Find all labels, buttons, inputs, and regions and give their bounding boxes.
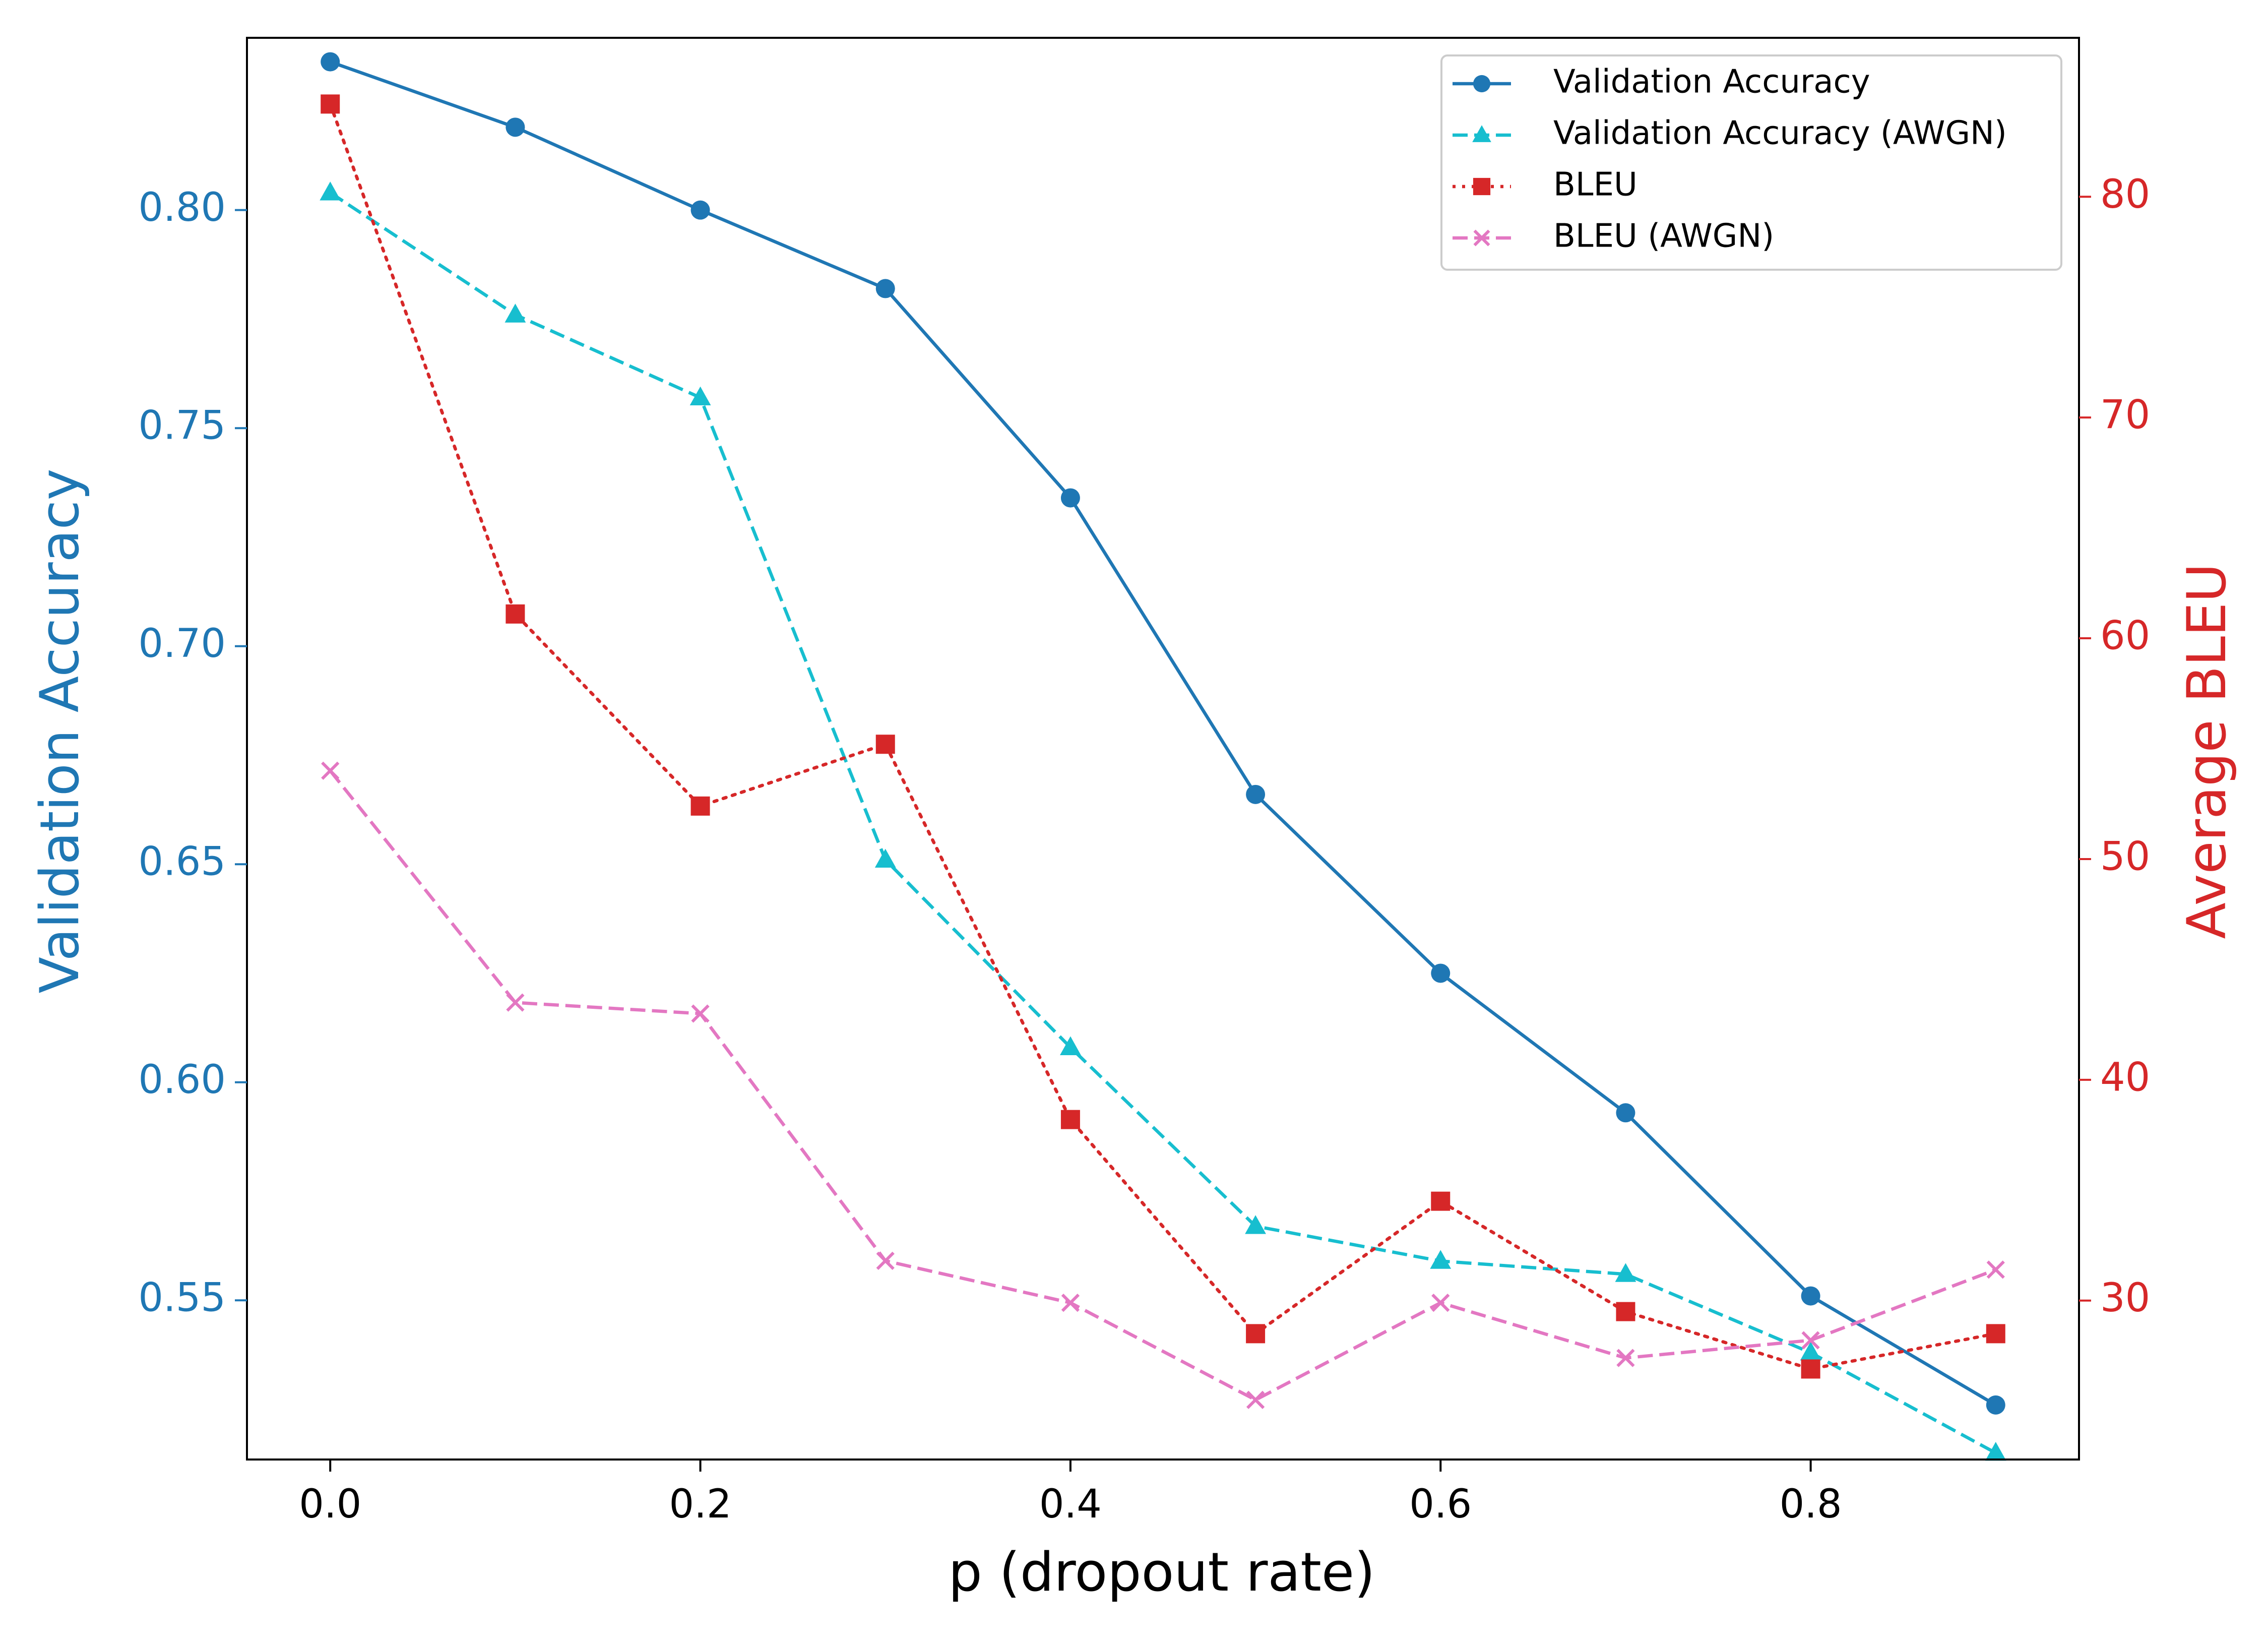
data-point: [1431, 1293, 1450, 1312]
left-y-tick-label: 0.75: [138, 403, 226, 449]
left-y-axis-label: Validation Accuracy: [29, 468, 91, 993]
x-tick-label: 0.6: [1409, 1482, 1472, 1527]
right-y-axis-label: Average BLEU: [2176, 563, 2238, 939]
data-point: [876, 1251, 895, 1270]
series-layer: [320, 52, 2006, 1461]
series-0: [321, 52, 2005, 1415]
data-point: [1245, 1215, 1266, 1234]
legend-marker: [1473, 177, 1491, 196]
legend-label: Validation Accuracy (AWGN): [1553, 115, 2007, 152]
right-y-tick-label: 30: [2100, 1275, 2150, 1321]
right-y-tick-label: 60: [2100, 614, 2150, 659]
data-point: [321, 761, 340, 780]
data-point: [1986, 1395, 2005, 1415]
data-point: [506, 604, 525, 624]
data-point: [1060, 488, 1080, 508]
data-point: [1060, 1110, 1080, 1129]
data-point: [1060, 1036, 1081, 1055]
data-point: [505, 303, 526, 323]
data-point: [1616, 1302, 1635, 1321]
left-y-tick-label: 0.60: [138, 1057, 226, 1103]
data-point: [506, 993, 525, 1012]
series-2: [321, 94, 2005, 1379]
data-point: [689, 386, 711, 406]
data-point: [690, 200, 710, 220]
data-point: [1246, 1390, 1265, 1409]
series-1: [320, 181, 2006, 1461]
left-y-tick-label: 0.55: [138, 1275, 226, 1321]
data-point: [320, 181, 341, 201]
legend: Validation Accuracy Validation Accuracy (…: [1440, 54, 2062, 271]
series-line: [330, 60, 1997, 1407]
plot-frame: [246, 37, 2080, 1461]
data-point: [1801, 1286, 1820, 1306]
x-tick-label: 0.2: [669, 1482, 732, 1527]
series-line: [329, 191, 1997, 1454]
series-3: [321, 761, 2005, 1409]
legend-label: Validation Accuracy: [1553, 64, 1870, 101]
right-y-tick-label: 40: [2100, 1055, 2150, 1100]
data-point: [1246, 784, 1266, 804]
data-point: [1985, 1442, 2006, 1461]
left-y-tick-label: 0.65: [138, 839, 226, 885]
data-point: [874, 848, 896, 868]
legend-item: BLEU (AWGN): [1453, 218, 1774, 255]
data-point: [1430, 1250, 1452, 1269]
legend-marker: [1473, 75, 1491, 93]
data-point: [690, 796, 710, 816]
series-line: [328, 102, 1998, 1371]
right-y-tick-label: 50: [2100, 834, 2150, 879]
x-tick-label: 0.4: [1039, 1482, 1102, 1527]
data-point: [1246, 1324, 1266, 1344]
data-point: [506, 117, 525, 137]
legend-marker: [1473, 229, 1490, 247]
legend-item: Validation Accuracy: [1453, 64, 1870, 101]
legend-marker: [1472, 125, 1491, 142]
data-point: [1801, 1359, 1820, 1379]
data-point: [1061, 1293, 1080, 1312]
series-line: [329, 769, 1996, 1402]
data-point: [875, 735, 895, 754]
legend-item: Validation Accuracy (AWGN): [1453, 115, 2007, 152]
x-tick-label: 0.0: [299, 1482, 361, 1527]
data-point: [691, 1004, 710, 1023]
data-point: [321, 52, 340, 72]
data-point: [1615, 1263, 1636, 1282]
left-y-tick-label: 0.80: [138, 185, 226, 230]
data-point: [1431, 1191, 1451, 1211]
data-point: [1986, 1260, 2005, 1279]
right-y-tick-label: 80: [2100, 172, 2150, 217]
data-point: [875, 279, 895, 298]
data-point: [1431, 963, 1451, 983]
left-y-tick-label: 0.70: [138, 621, 226, 666]
legend-label: BLEU: [1553, 166, 1637, 204]
right-y-tick-label: 70: [2100, 393, 2150, 438]
x-tick-label: 0.8: [1780, 1482, 1842, 1527]
data-point: [1800, 1342, 1821, 1361]
legend-box: [1440, 54, 2062, 271]
data-point: [1616, 1103, 1635, 1123]
legend-label: BLEU (AWGN): [1553, 218, 1774, 255]
data-point: [1616, 1349, 1635, 1367]
data-point: [1801, 1331, 1820, 1350]
data-point: [321, 94, 340, 114]
axes-layer: 0.0 0.2 0.4 0.6 0.8 0.55 0.60 0.65 0.70 0.75 0.80 3…: [138, 37, 2150, 1527]
x-axis-label: p (dropout rate): [949, 1541, 1375, 1603]
legend-item: BLEU: [1453, 166, 1637, 204]
data-point: [1986, 1324, 2005, 1344]
